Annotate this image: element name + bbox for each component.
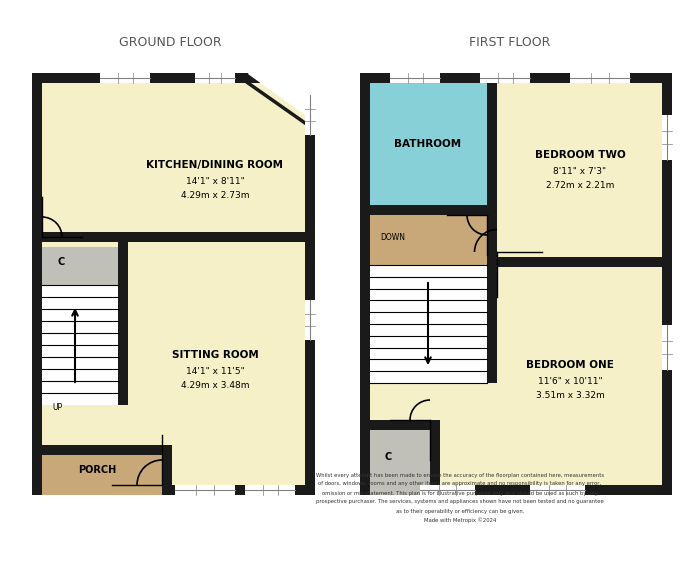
- Bar: [370, 257, 662, 267]
- Text: KITCHEN/DINING ROOM: KITCHEN/DINING ROOM: [146, 160, 284, 170]
- Bar: [360, 73, 672, 83]
- Bar: [305, 95, 315, 135]
- Text: DOWN: DOWN: [380, 233, 405, 242]
- Bar: [360, 73, 370, 495]
- Bar: [32, 485, 315, 495]
- Polygon shape: [248, 73, 317, 123]
- Bar: [245, 485, 295, 495]
- Bar: [420, 485, 475, 495]
- Bar: [32, 73, 42, 495]
- Bar: [487, 73, 497, 383]
- Bar: [32, 445, 172, 455]
- Text: omission or mis-statement. This plan is for illustrative purposes only and shoul: omission or mis-statement. This plan is …: [322, 491, 598, 495]
- Bar: [570, 73, 630, 83]
- Bar: [162, 445, 172, 495]
- Bar: [390, 73, 440, 83]
- Text: 11'6" x 10'11": 11'6" x 10'11": [538, 378, 602, 386]
- Bar: [370, 265, 487, 383]
- Text: SITTING ROOM: SITTING ROOM: [172, 350, 258, 360]
- Bar: [370, 205, 487, 215]
- Bar: [370, 420, 440, 430]
- Bar: [662, 73, 672, 495]
- Bar: [370, 83, 662, 485]
- Text: as to their operability or efficiency can be given.: as to their operability or efficiency ca…: [395, 509, 524, 513]
- Bar: [662, 325, 672, 370]
- Bar: [42, 232, 305, 242]
- Bar: [370, 83, 487, 215]
- Bar: [195, 73, 235, 83]
- Bar: [370, 430, 430, 495]
- Bar: [305, 300, 315, 340]
- Bar: [118, 237, 128, 405]
- Bar: [487, 73, 497, 215]
- Text: FIRST FLOOR: FIRST FLOOR: [469, 36, 551, 48]
- Text: BATHROOM: BATHROOM: [394, 139, 461, 149]
- Bar: [430, 420, 440, 495]
- Text: 3.51m x 3.32m: 3.51m x 3.32m: [536, 392, 604, 400]
- Text: C: C: [57, 257, 64, 267]
- Bar: [480, 73, 530, 83]
- Bar: [42, 83, 305, 485]
- Bar: [32, 73, 315, 83]
- Text: 2.72m x 2.21m: 2.72m x 2.21m: [546, 182, 614, 190]
- Text: 4.29m x 3.48m: 4.29m x 3.48m: [181, 381, 249, 391]
- Bar: [370, 215, 487, 265]
- Bar: [175, 485, 235, 495]
- Text: UP: UP: [52, 403, 62, 412]
- Text: prospective purchaser. The services, systems and appliances shown have not been : prospective purchaser. The services, sys…: [316, 499, 604, 505]
- Text: of doors, windows, rooms and any other items are approximate and no responsibili: of doors, windows, rooms and any other i…: [318, 481, 601, 487]
- Bar: [42, 247, 118, 285]
- Text: C: C: [384, 452, 391, 462]
- Text: 8'11" x 7'3": 8'11" x 7'3": [554, 168, 607, 176]
- Text: 4.29m x 2.73m: 4.29m x 2.73m: [181, 191, 249, 201]
- Text: Made with Metropix ©2024: Made with Metropix ©2024: [424, 517, 496, 523]
- Text: BEDROOM ONE: BEDROOM ONE: [526, 360, 614, 370]
- Text: BEDROOM TWO: BEDROOM TWO: [535, 150, 625, 160]
- Bar: [42, 285, 118, 405]
- Bar: [42, 455, 172, 495]
- Text: Whilst every attempt has been made to ensure the accuracy of the floorplan conta: Whilst every attempt has been made to en…: [316, 473, 604, 477]
- Text: PORCH: PORCH: [78, 465, 116, 475]
- Bar: [530, 485, 585, 495]
- Bar: [360, 485, 672, 495]
- Bar: [100, 73, 150, 83]
- Text: GROUND FLOOR: GROUND FLOOR: [119, 36, 221, 48]
- Bar: [662, 115, 672, 160]
- Bar: [305, 73, 315, 495]
- Text: 14'1" x 8'11": 14'1" x 8'11": [186, 178, 244, 186]
- Text: 14'1" x 11'5": 14'1" x 11'5": [186, 367, 244, 377]
